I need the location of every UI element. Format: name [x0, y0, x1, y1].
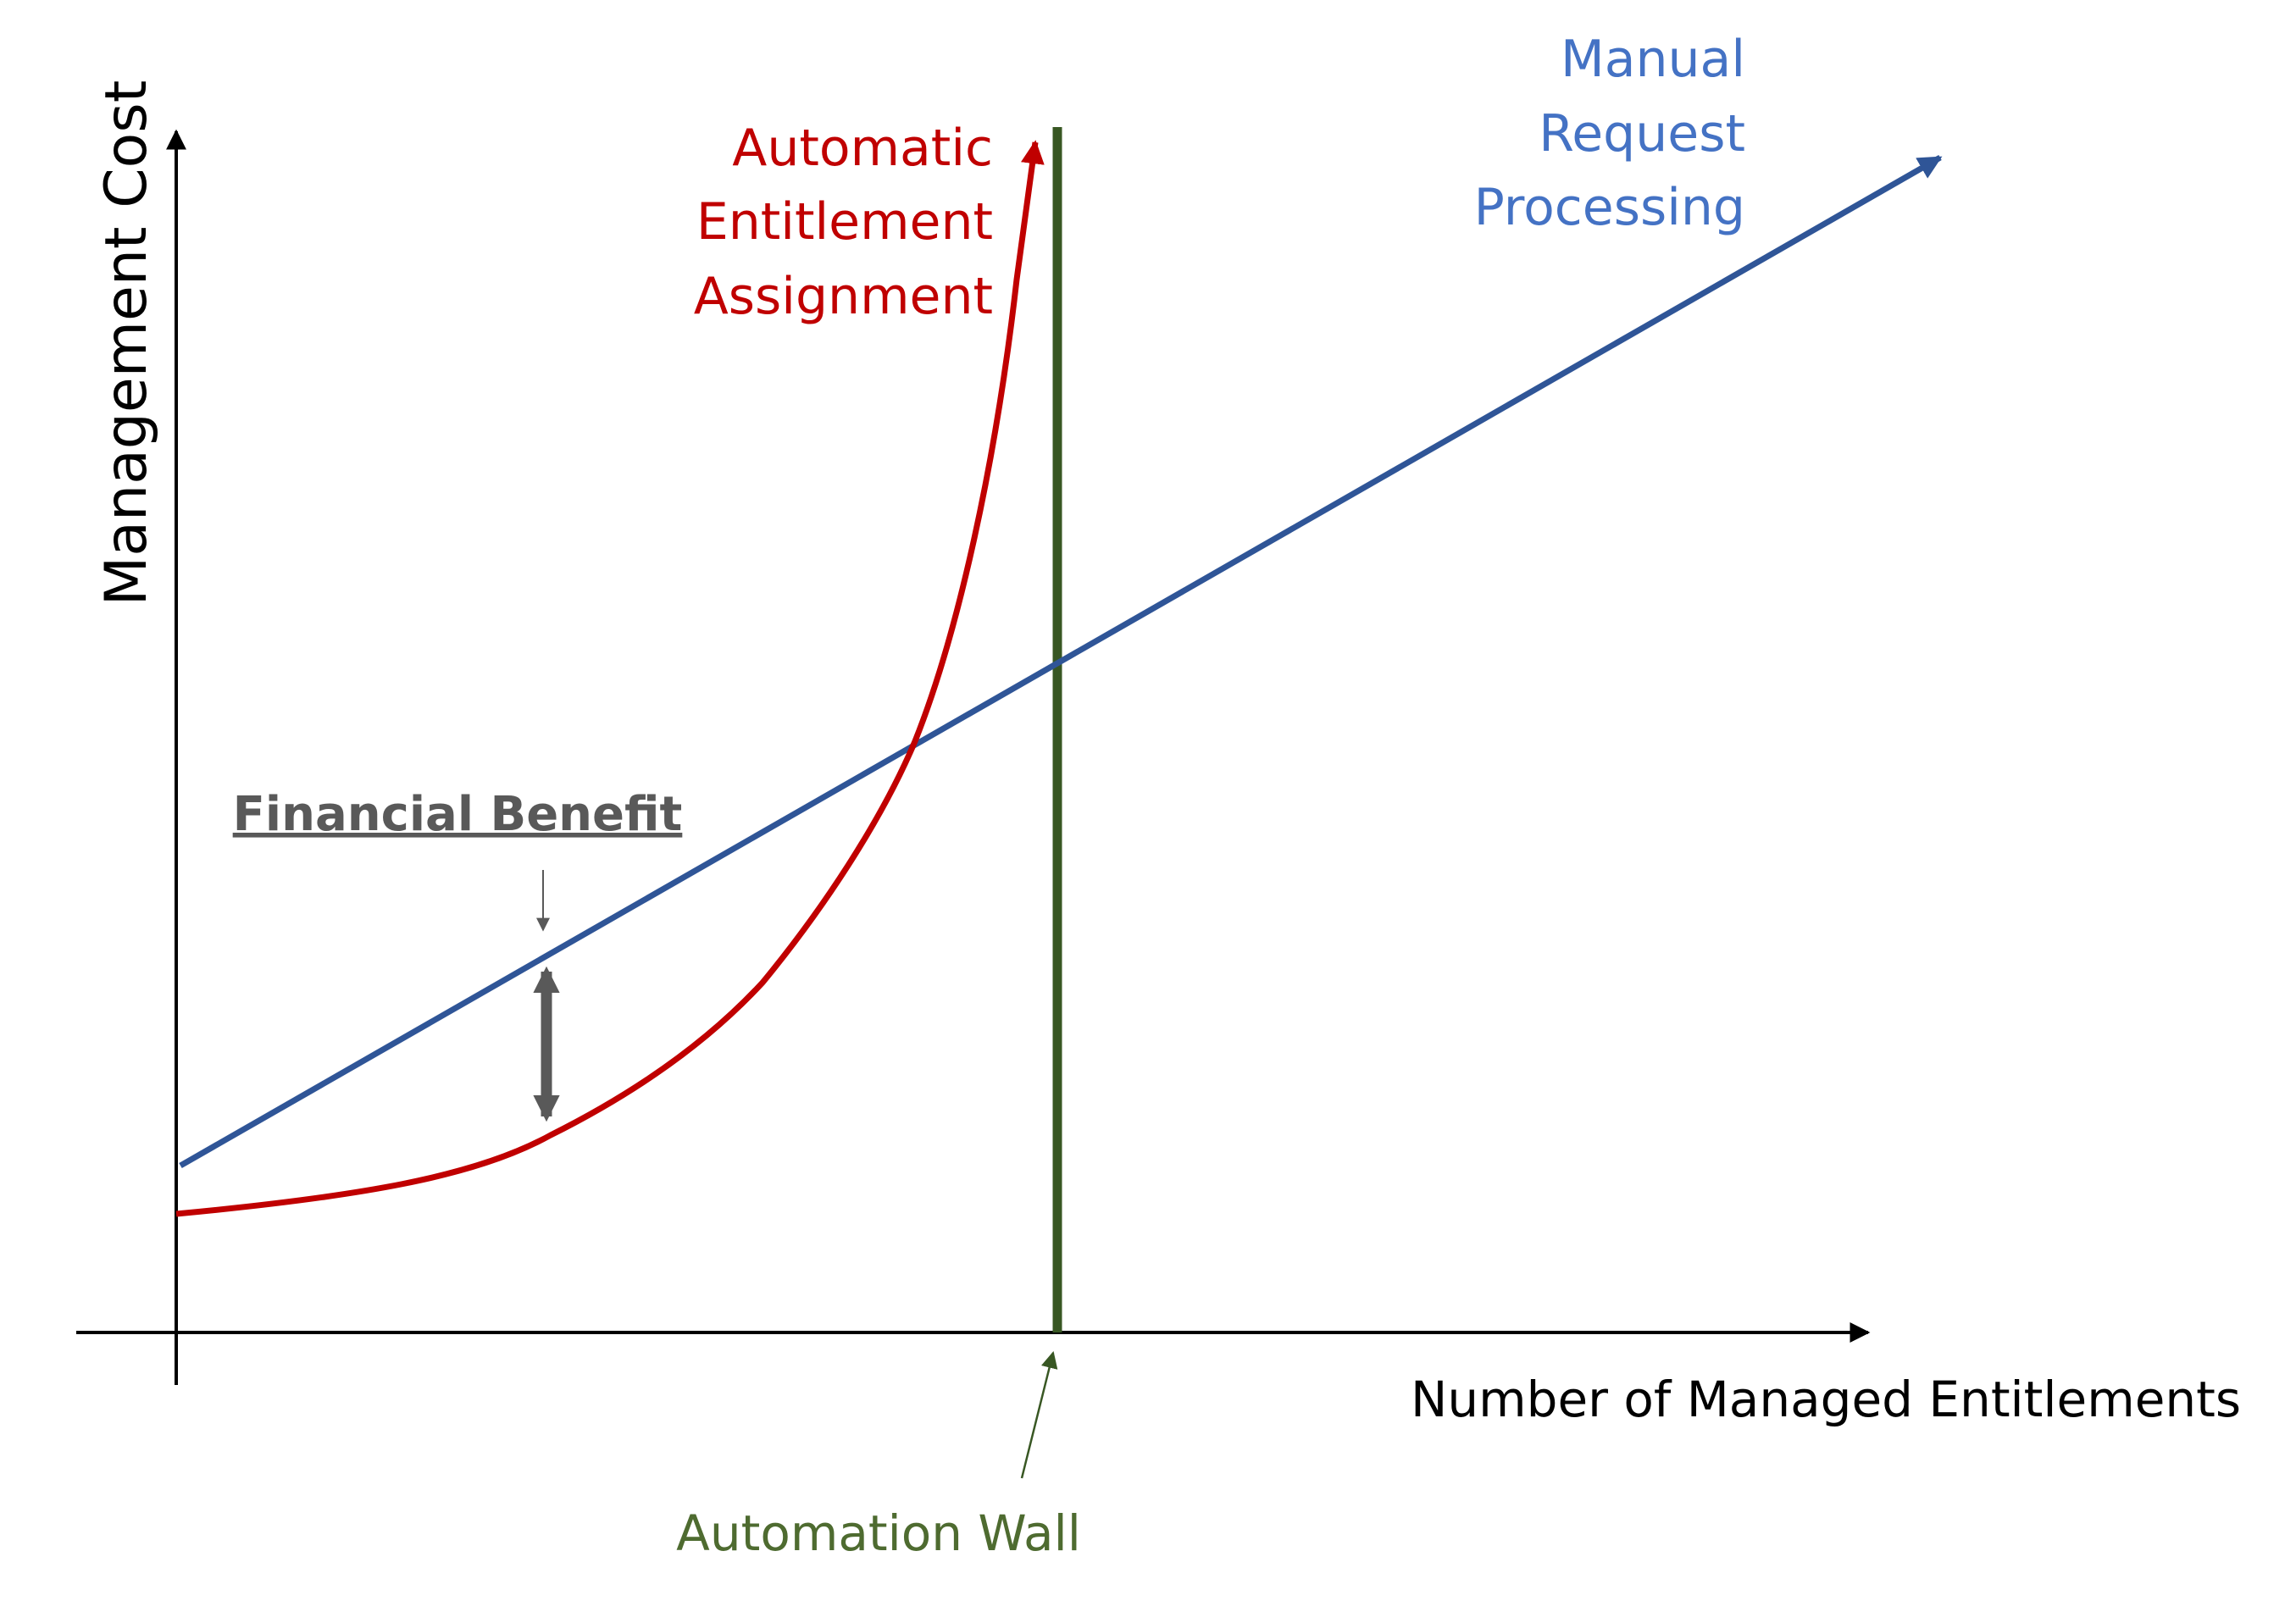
automation-wall-label: Automation Wall	[676, 1504, 1081, 1562]
manual-label-line-3: Processing	[1474, 178, 1745, 237]
manual-label-line-1: Manual	[1561, 30, 1745, 89]
y-axis-label: Management Cost	[93, 80, 160, 607]
manual-processing-line	[179, 154, 1943, 1169]
financial-benefit-label: Financial Benefit	[233, 787, 683, 842]
automatic-label-line-2: Entitlement	[696, 192, 993, 252]
automatic-label-line-1: Automatic	[732, 119, 993, 178]
automatic-assignment-curve	[175, 140, 1045, 1217]
automatic-label-line-3: Assignment	[694, 267, 993, 326]
automatic-series-label: Automatic Entitlement Assignment	[694, 119, 993, 326]
manual-series-label: Manual Request Processing	[1474, 30, 1745, 237]
automation-wall-pointer	[1020, 1351, 1058, 1479]
manual-label-line-2: Request	[1539, 104, 1745, 163]
x-axis-label: Number of Managed Entitlements	[1411, 1371, 2241, 1428]
